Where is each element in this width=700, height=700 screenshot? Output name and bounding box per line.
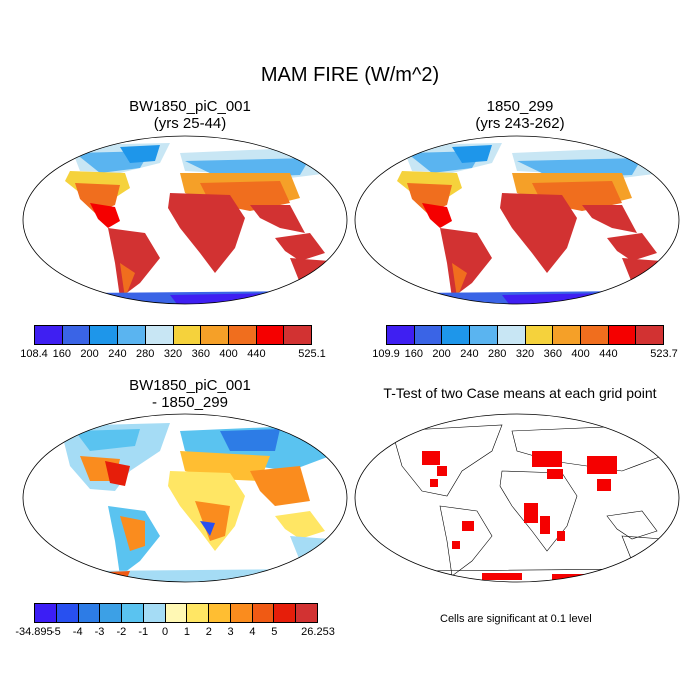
map-panel-2 bbox=[354, 135, 680, 305]
cb2-label: 200 bbox=[432, 348, 451, 360]
panel3-title-line1: BW1850_piC_001 bbox=[129, 377, 251, 394]
cb1-label: 280 bbox=[136, 348, 155, 360]
cb2-swatch bbox=[580, 326, 609, 344]
cb3-label: 3 bbox=[227, 626, 234, 638]
cb2-swatch bbox=[387, 326, 415, 344]
cb1-label: 200 bbox=[80, 348, 99, 360]
cb3-swatch bbox=[78, 604, 101, 622]
cb3-swatch bbox=[187, 604, 210, 622]
cb3-swatch bbox=[100, 604, 123, 622]
cb3-label: 0 bbox=[162, 626, 169, 638]
map-panel-3 bbox=[22, 413, 348, 583]
cb2-label: 320 bbox=[515, 348, 535, 360]
cb2-swatch bbox=[636, 326, 664, 344]
cb3-label: 4 bbox=[249, 626, 256, 638]
figure-title: MAM FIRE (W/m^2) bbox=[260, 64, 440, 86]
cb1-label: 360 bbox=[191, 348, 210, 360]
cb2-label: 280 bbox=[488, 348, 507, 360]
cb1-label: 160 bbox=[52, 348, 71, 360]
significance-note: Cells are significant at 0.1 level bbox=[440, 613, 592, 625]
colorbar-2 bbox=[386, 325, 664, 345]
cb1-label: 320 bbox=[163, 348, 183, 360]
cb2-label: 160 bbox=[404, 348, 423, 360]
cb3-swatch bbox=[252, 604, 275, 622]
map-panel-1 bbox=[22, 135, 348, 305]
cb2-label: 523.7 bbox=[650, 348, 678, 360]
cb1-swatch bbox=[284, 326, 312, 344]
cb3-swatch bbox=[143, 604, 166, 622]
cb1-label: 108.4 bbox=[20, 348, 48, 360]
panel2-title-line2: (yrs 243-262) bbox=[475, 115, 565, 132]
cb3-swatch bbox=[122, 604, 144, 622]
cb3-swatch bbox=[165, 604, 188, 622]
cb3-label: -34.895 bbox=[15, 626, 53, 638]
cb2-label: 360 bbox=[543, 348, 562, 360]
cb3-label: 2 bbox=[205, 626, 212, 638]
cb1-swatch bbox=[256, 326, 285, 344]
colorbar-1-labels: 108.4 160 200 240 280 320 360 400 440 525.1 bbox=[20, 348, 326, 362]
cb2-swatch bbox=[497, 326, 526, 344]
cb2-label: 240 bbox=[460, 348, 479, 360]
panel2-title-line1: 1850_299 bbox=[486, 98, 554, 115]
cb2-swatch bbox=[553, 326, 581, 344]
panel3-title-line2: - 1850_299 bbox=[152, 394, 228, 411]
panel2-title: 1850_299 (yrs 243-262) bbox=[370, 98, 670, 132]
cb1-swatch bbox=[145, 326, 174, 344]
cb3-swatch bbox=[56, 604, 79, 622]
cb1-label: 400 bbox=[219, 348, 238, 360]
panel4-title: T-Test of two Case means at each grid po… bbox=[383, 385, 657, 401]
cb3-label: 26.253 bbox=[301, 626, 335, 638]
cb3-label: -4 bbox=[72, 626, 83, 638]
cb2-swatch bbox=[470, 326, 498, 344]
cb1-swatch bbox=[173, 326, 202, 344]
colorbar-2-labels: 109.9 160 200 240 280 320 360 400 440 523.7 bbox=[372, 348, 678, 362]
map-panel-4 bbox=[354, 413, 680, 583]
cb3-swatch bbox=[35, 604, 57, 622]
cb3-label: -5 bbox=[50, 626, 61, 638]
cb1-swatch bbox=[90, 326, 119, 344]
cb1-swatch bbox=[118, 326, 146, 344]
cb1-swatch bbox=[228, 326, 257, 344]
colorbar-1 bbox=[34, 325, 312, 345]
cb1-label: 440 bbox=[247, 348, 266, 360]
cb2-swatch bbox=[442, 326, 471, 344]
cb1-label: 525.1 bbox=[298, 348, 326, 360]
cb2-swatch bbox=[414, 326, 443, 344]
cb2-swatch bbox=[525, 326, 554, 344]
cb3-swatch bbox=[209, 604, 231, 622]
cb1-swatch bbox=[62, 326, 91, 344]
colorbar-3 bbox=[34, 603, 318, 623]
colorbar-3-labels: -34.895 -5 -4 -3 -2 -1 0 1 2 3 4 5 26.253 bbox=[15, 626, 334, 640]
cb1-label: 240 bbox=[108, 348, 127, 360]
cb1-swatch bbox=[201, 326, 229, 344]
panel1-title-line2: (yrs 25-44) bbox=[153, 115, 227, 132]
cb3-label: 5 bbox=[271, 626, 278, 638]
cb3-swatch bbox=[230, 604, 253, 622]
cb1-swatch bbox=[35, 326, 63, 344]
cb3-label: -3 bbox=[94, 626, 105, 638]
cb2-swatch bbox=[608, 326, 637, 344]
cb3-label: -2 bbox=[116, 626, 127, 638]
cb2-label: 109.9 bbox=[372, 348, 400, 360]
cb3-swatch bbox=[296, 604, 317, 622]
cb2-label: 400 bbox=[571, 348, 590, 360]
cb2-label: 440 bbox=[599, 348, 618, 360]
cb3-label: 1 bbox=[183, 626, 190, 638]
cb3-label: -1 bbox=[138, 626, 149, 638]
cb3-swatch bbox=[274, 604, 297, 622]
panel3-title: BW1850_piC_001 - 1850_299 bbox=[40, 377, 340, 411]
panel1-title-line1: BW1850_piC_001 bbox=[129, 98, 251, 115]
panel1-title: BW1850_piC_001 (yrs 25-44) bbox=[40, 98, 340, 132]
